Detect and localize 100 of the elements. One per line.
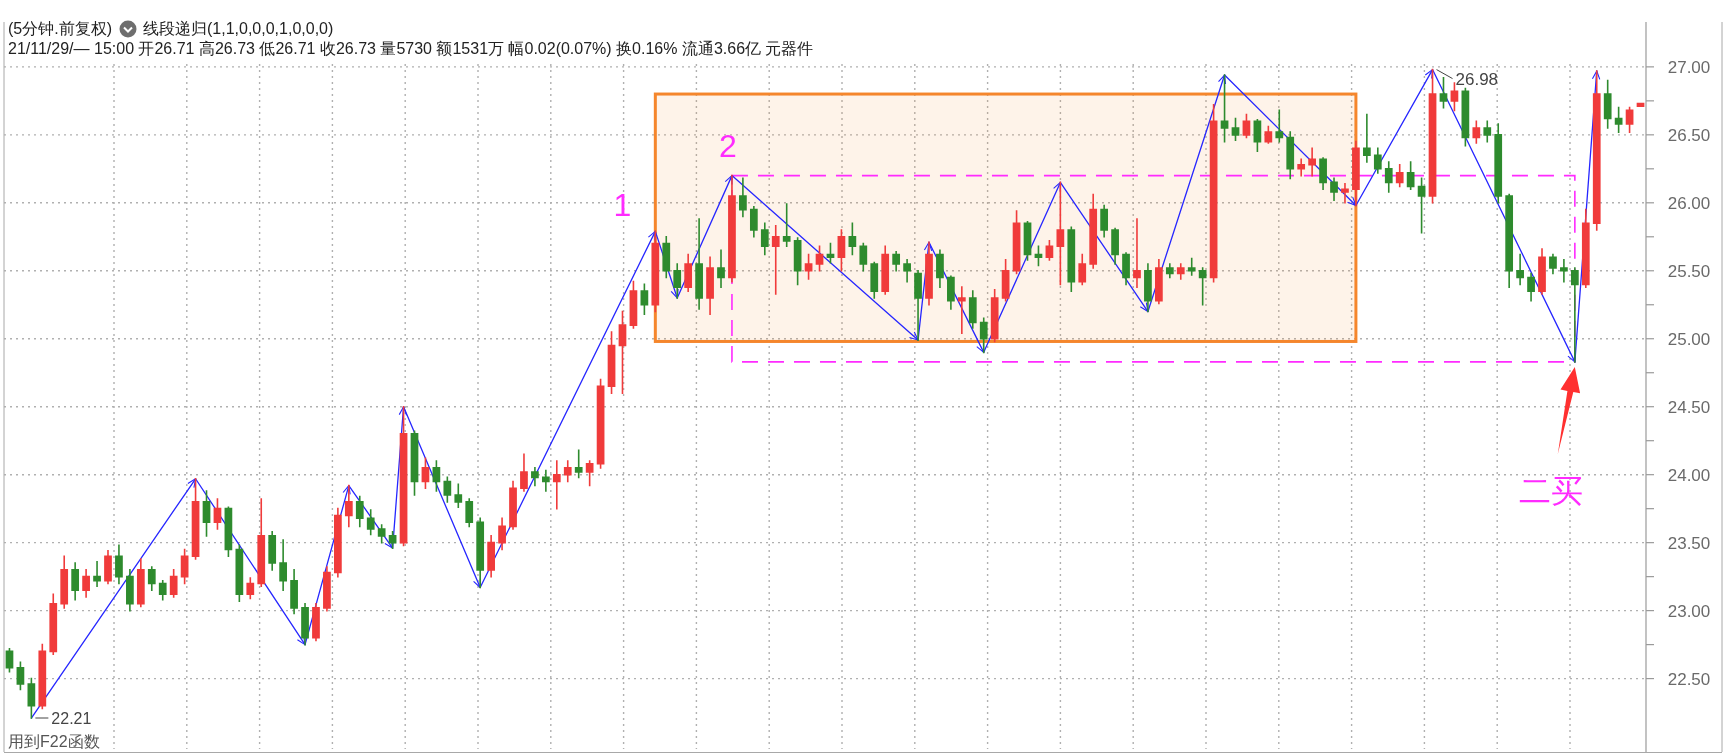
candlestick: [1538, 248, 1546, 295]
candlestick: [509, 480, 517, 530]
candlestick: [870, 261, 879, 299]
candlestick: [487, 535, 495, 578]
candlestick: [257, 498, 266, 587]
candlestick: [71, 562, 80, 601]
candlestick: [1100, 204, 1109, 238]
candlestick: [169, 569, 178, 598]
candlestick: [826, 242, 835, 264]
candlestick: [1549, 253, 1557, 275]
y-tick-label: 25.50: [1667, 261, 1711, 281]
candlestick: [1603, 79, 1612, 129]
candlestick: [914, 269, 922, 341]
candlestick: [104, 550, 112, 585]
y-tick-label: 25.00: [1667, 329, 1711, 349]
candlestick: [1308, 147, 1316, 177]
candlestick: [1275, 109, 1284, 143]
candlestick: [1264, 125, 1273, 144]
candlestick: [1111, 227, 1119, 265]
candlestick: [1395, 163, 1404, 188]
candlestick: [355, 495, 364, 528]
candlestick: [552, 460, 561, 510]
candlestick: [1472, 120, 1481, 144]
y-tick-label: 27.00: [1667, 57, 1711, 77]
candlestick: [1570, 267, 1579, 363]
candlestick: [585, 460, 594, 487]
candlestick: [377, 524, 386, 544]
candlestick: [1297, 158, 1306, 177]
candlestick: [749, 206, 758, 238]
candlestick: [1494, 123, 1503, 204]
candlestick: [93, 560, 101, 587]
candlestick: [465, 498, 474, 528]
candlestick: [1319, 157, 1327, 191]
candlestick: [1330, 177, 1338, 201]
candlestick: [366, 509, 375, 536]
annotation: 2: [719, 127, 737, 164]
candlestick: [1089, 193, 1098, 269]
candlestick: [1581, 208, 1590, 288]
candlestick: [136, 558, 145, 608]
candlestick: [531, 467, 539, 487]
candlestick: [1165, 263, 1174, 279]
candlestick: [739, 177, 747, 218]
candlestick: [1373, 147, 1382, 174]
candlestick: [1176, 263, 1185, 280]
candlestick: [1078, 253, 1087, 286]
candlestick: [147, 566, 156, 592]
candlestick: [804, 253, 813, 280]
candlestick: [1384, 161, 1393, 193]
candlestick: [651, 230, 660, 313]
candlestick: [947, 275, 955, 310]
candlestick: [859, 242, 868, 272]
candlestick: [1198, 267, 1207, 306]
candlestick: [235, 544, 244, 602]
candlestick: [1614, 106, 1623, 133]
candlestick: [520, 453, 528, 492]
candlestick: [1516, 253, 1524, 286]
candlestick: [1133, 218, 1141, 288]
candlestick: [1122, 252, 1130, 286]
candlestick: [268, 530, 277, 571]
annotation: 26.98: [1436, 69, 1499, 89]
candlestick: [498, 517, 506, 551]
candlestick: [60, 555, 69, 609]
candlestick: [1341, 182, 1349, 204]
candlestick: [662, 235, 671, 279]
candlestick: [574, 449, 583, 479]
chart-title: (5分钟.前复权): [8, 20, 112, 37]
candlestick: [1362, 113, 1371, 163]
candlestick: [454, 483, 463, 509]
candlestick: [1144, 263, 1152, 313]
header: (5分钟.前复权) 线段递归(1,1,0,0,0,1,0,0,0) 21/11/29/— 15:00 开26.71 高26.73 低26.71 收26.73 量5730 额1531万 幅0.02(0.07%) 换0.16% 流通3.66亿 元器件: [8, 20, 814, 57]
annotation: 用到F22函数: [8, 733, 100, 750]
candlestick: [760, 222, 769, 256]
annotation: 22.21: [51, 710, 92, 728]
candlestick: [1527, 272, 1535, 302]
candlestick: [49, 593, 58, 655]
candlestick: [706, 256, 714, 316]
candlestick: [126, 569, 134, 612]
y-tick-label: 23.00: [1667, 601, 1711, 621]
candlestick: [1286, 131, 1295, 180]
y-tick-label: 23.50: [1667, 533, 1711, 553]
annotation: 线段递归(1,1,0,0,0,1,0,0,0): [143, 20, 334, 37]
candlestick: [476, 517, 485, 589]
candlestick: [279, 539, 288, 592]
candlestick: [323, 566, 331, 612]
candlestick: [1242, 113, 1251, 139]
annotation: 1: [613, 187, 632, 224]
annotation: 二买: [1518, 472, 1583, 509]
candlestick: [443, 476, 452, 503]
annotation: 22.21: [34, 710, 92, 727]
candlestick: [334, 507, 342, 578]
candlestick: [968, 290, 977, 329]
candlestick: [246, 577, 255, 600]
candlestick: [1505, 193, 1514, 288]
candlestick: [892, 250, 901, 272]
candlestick: [717, 249, 725, 288]
candlestick: [1352, 140, 1360, 207]
candlestick: [1406, 161, 1415, 191]
annotation: 二买: [1518, 366, 1583, 509]
candlestick: [771, 225, 780, 295]
candlestick: [1592, 70, 1601, 231]
